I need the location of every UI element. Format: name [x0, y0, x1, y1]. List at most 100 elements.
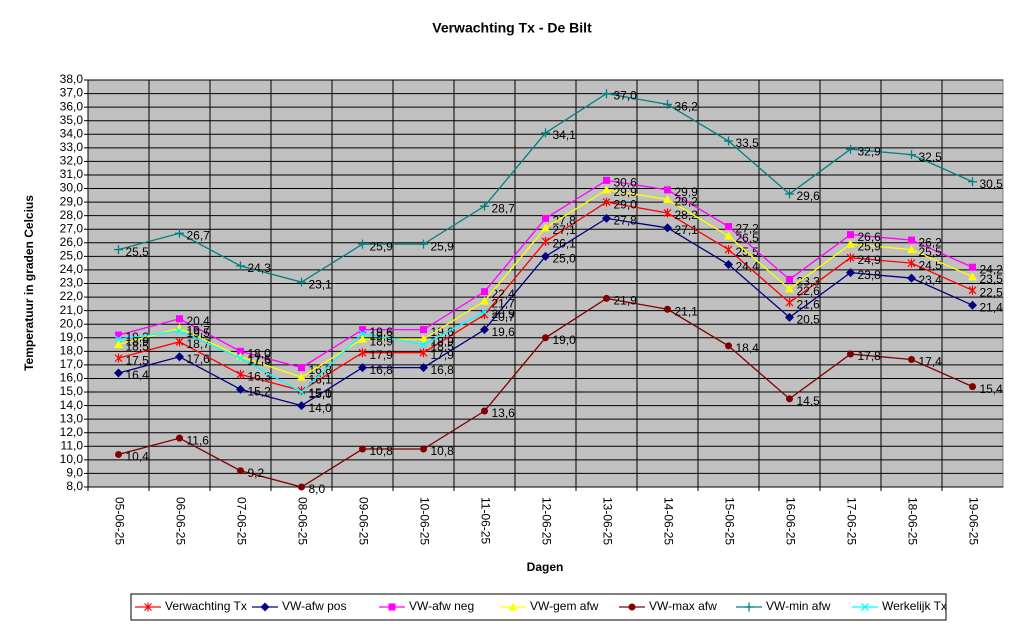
data-label: 17,9	[370, 348, 394, 362]
marker	[297, 388, 306, 396]
y-tick-label: 18,0	[60, 344, 84, 358]
data-label: 26,1	[553, 237, 577, 251]
marker	[144, 602, 152, 612]
data-label: 21,7	[492, 296, 516, 310]
x-tick-label: 09-06-25	[356, 497, 370, 545]
marker	[908, 236, 915, 244]
data-label: 16,4	[126, 368, 150, 382]
legend-label: VW-afw neg	[409, 599, 474, 613]
y-tick-label: 12,0	[60, 425, 84, 439]
data-label: 17,6	[187, 352, 211, 366]
y-tick-label: 16,0	[60, 371, 84, 385]
data-label: 21,9	[614, 294, 638, 308]
y-tick-label: 19,0	[60, 330, 84, 344]
data-label: 9,2	[248, 466, 265, 480]
y-tick-label: 30,0	[60, 181, 84, 195]
marker	[663, 194, 672, 203]
marker	[968, 272, 977, 281]
data-label: 24,2	[980, 262, 1004, 276]
marker	[176, 434, 183, 442]
data-label: 33,5	[736, 136, 760, 150]
marker	[724, 231, 733, 240]
legend-label: VW-afw pos	[282, 599, 346, 613]
marker	[725, 342, 732, 350]
data-label: 20,9	[492, 307, 516, 321]
y-tick-label: 28,0	[60, 208, 84, 222]
marker	[907, 273, 916, 283]
data-label: 29,6	[797, 189, 821, 203]
data-label: 15,1	[309, 386, 333, 400]
marker	[388, 603, 396, 611]
y-axis-label: Temperatuur in graden Celcius	[22, 195, 36, 371]
marker	[603, 294, 610, 302]
marker	[419, 348, 428, 358]
data-label: 18,9	[126, 334, 150, 348]
y-tick-label: 25,0	[60, 249, 84, 263]
marker	[175, 327, 184, 335]
marker	[785, 312, 794, 322]
data-label: 20,5	[797, 313, 821, 327]
marker	[419, 239, 428, 249]
y-tick-label: 23,0	[60, 276, 84, 290]
data-label: 28,7	[492, 201, 516, 215]
data-label: 24,9	[858, 253, 882, 267]
y-tick-label: 21,0	[60, 303, 84, 317]
marker	[664, 305, 671, 313]
data-label: 36,2	[675, 100, 699, 114]
legend-label: VW-min afw	[766, 599, 831, 613]
data-label: 22,4	[492, 287, 516, 301]
y-tick-label: 37,0	[60, 86, 84, 100]
marker	[725, 223, 732, 231]
marker	[602, 213, 611, 223]
y-tick-label: 35,0	[60, 113, 84, 127]
marker	[846, 268, 855, 278]
marker	[114, 368, 123, 378]
marker	[114, 340, 123, 349]
data-label: 23,8	[858, 268, 882, 282]
data-label: 17,9	[431, 348, 455, 362]
data-label: 32,5	[919, 150, 943, 164]
x-tick-label: 12-06-25	[539, 497, 553, 545]
x-tick-label: 07-06-25	[234, 497, 248, 545]
data-label: 16,8	[370, 363, 394, 377]
marker	[602, 89, 611, 99]
marker	[744, 602, 754, 612]
marker	[541, 128, 550, 138]
y-tick-label: 11,0	[61, 438, 84, 452]
marker	[175, 337, 184, 347]
x-tick-label: 11-06-25	[478, 497, 492, 544]
data-label: 16,8	[431, 363, 455, 377]
marker	[968, 177, 977, 187]
marker	[847, 231, 854, 239]
x-tick-label: 15-06-25	[722, 497, 736, 545]
marker	[358, 239, 367, 249]
marker	[359, 445, 366, 453]
marker	[419, 334, 428, 343]
marker	[114, 353, 123, 363]
y-tick-label: 34,0	[60, 126, 84, 140]
data-label: 18,4	[736, 341, 760, 355]
marker	[297, 401, 306, 411]
data-label: 17,5	[126, 353, 150, 367]
y-tick-label: 36,0	[60, 99, 84, 113]
y-tick-label: 17,0	[60, 357, 84, 371]
y-tick-label: 29,0	[60, 194, 84, 208]
data-label: 29,0	[614, 197, 638, 211]
data-label: 17,8	[858, 349, 882, 363]
marker	[786, 395, 793, 403]
data-label: 26,7	[187, 228, 211, 242]
data-label: 20,4	[187, 314, 211, 328]
data-label: 23,3	[797, 275, 821, 289]
data-label: 27,2	[736, 222, 760, 236]
marker	[480, 201, 489, 211]
marker	[297, 386, 306, 396]
x-tick-label: 13-06-25	[600, 497, 614, 545]
data-label: 16,8	[309, 363, 333, 377]
data-label: 18,0	[248, 347, 272, 361]
data-label: 30,5	[980, 177, 1004, 191]
data-label: 26,5	[736, 231, 760, 245]
data-label: 17,4	[919, 355, 943, 369]
marker	[236, 352, 245, 361]
data-label: 18,5	[431, 340, 455, 354]
data-label: 13,6	[492, 406, 516, 420]
